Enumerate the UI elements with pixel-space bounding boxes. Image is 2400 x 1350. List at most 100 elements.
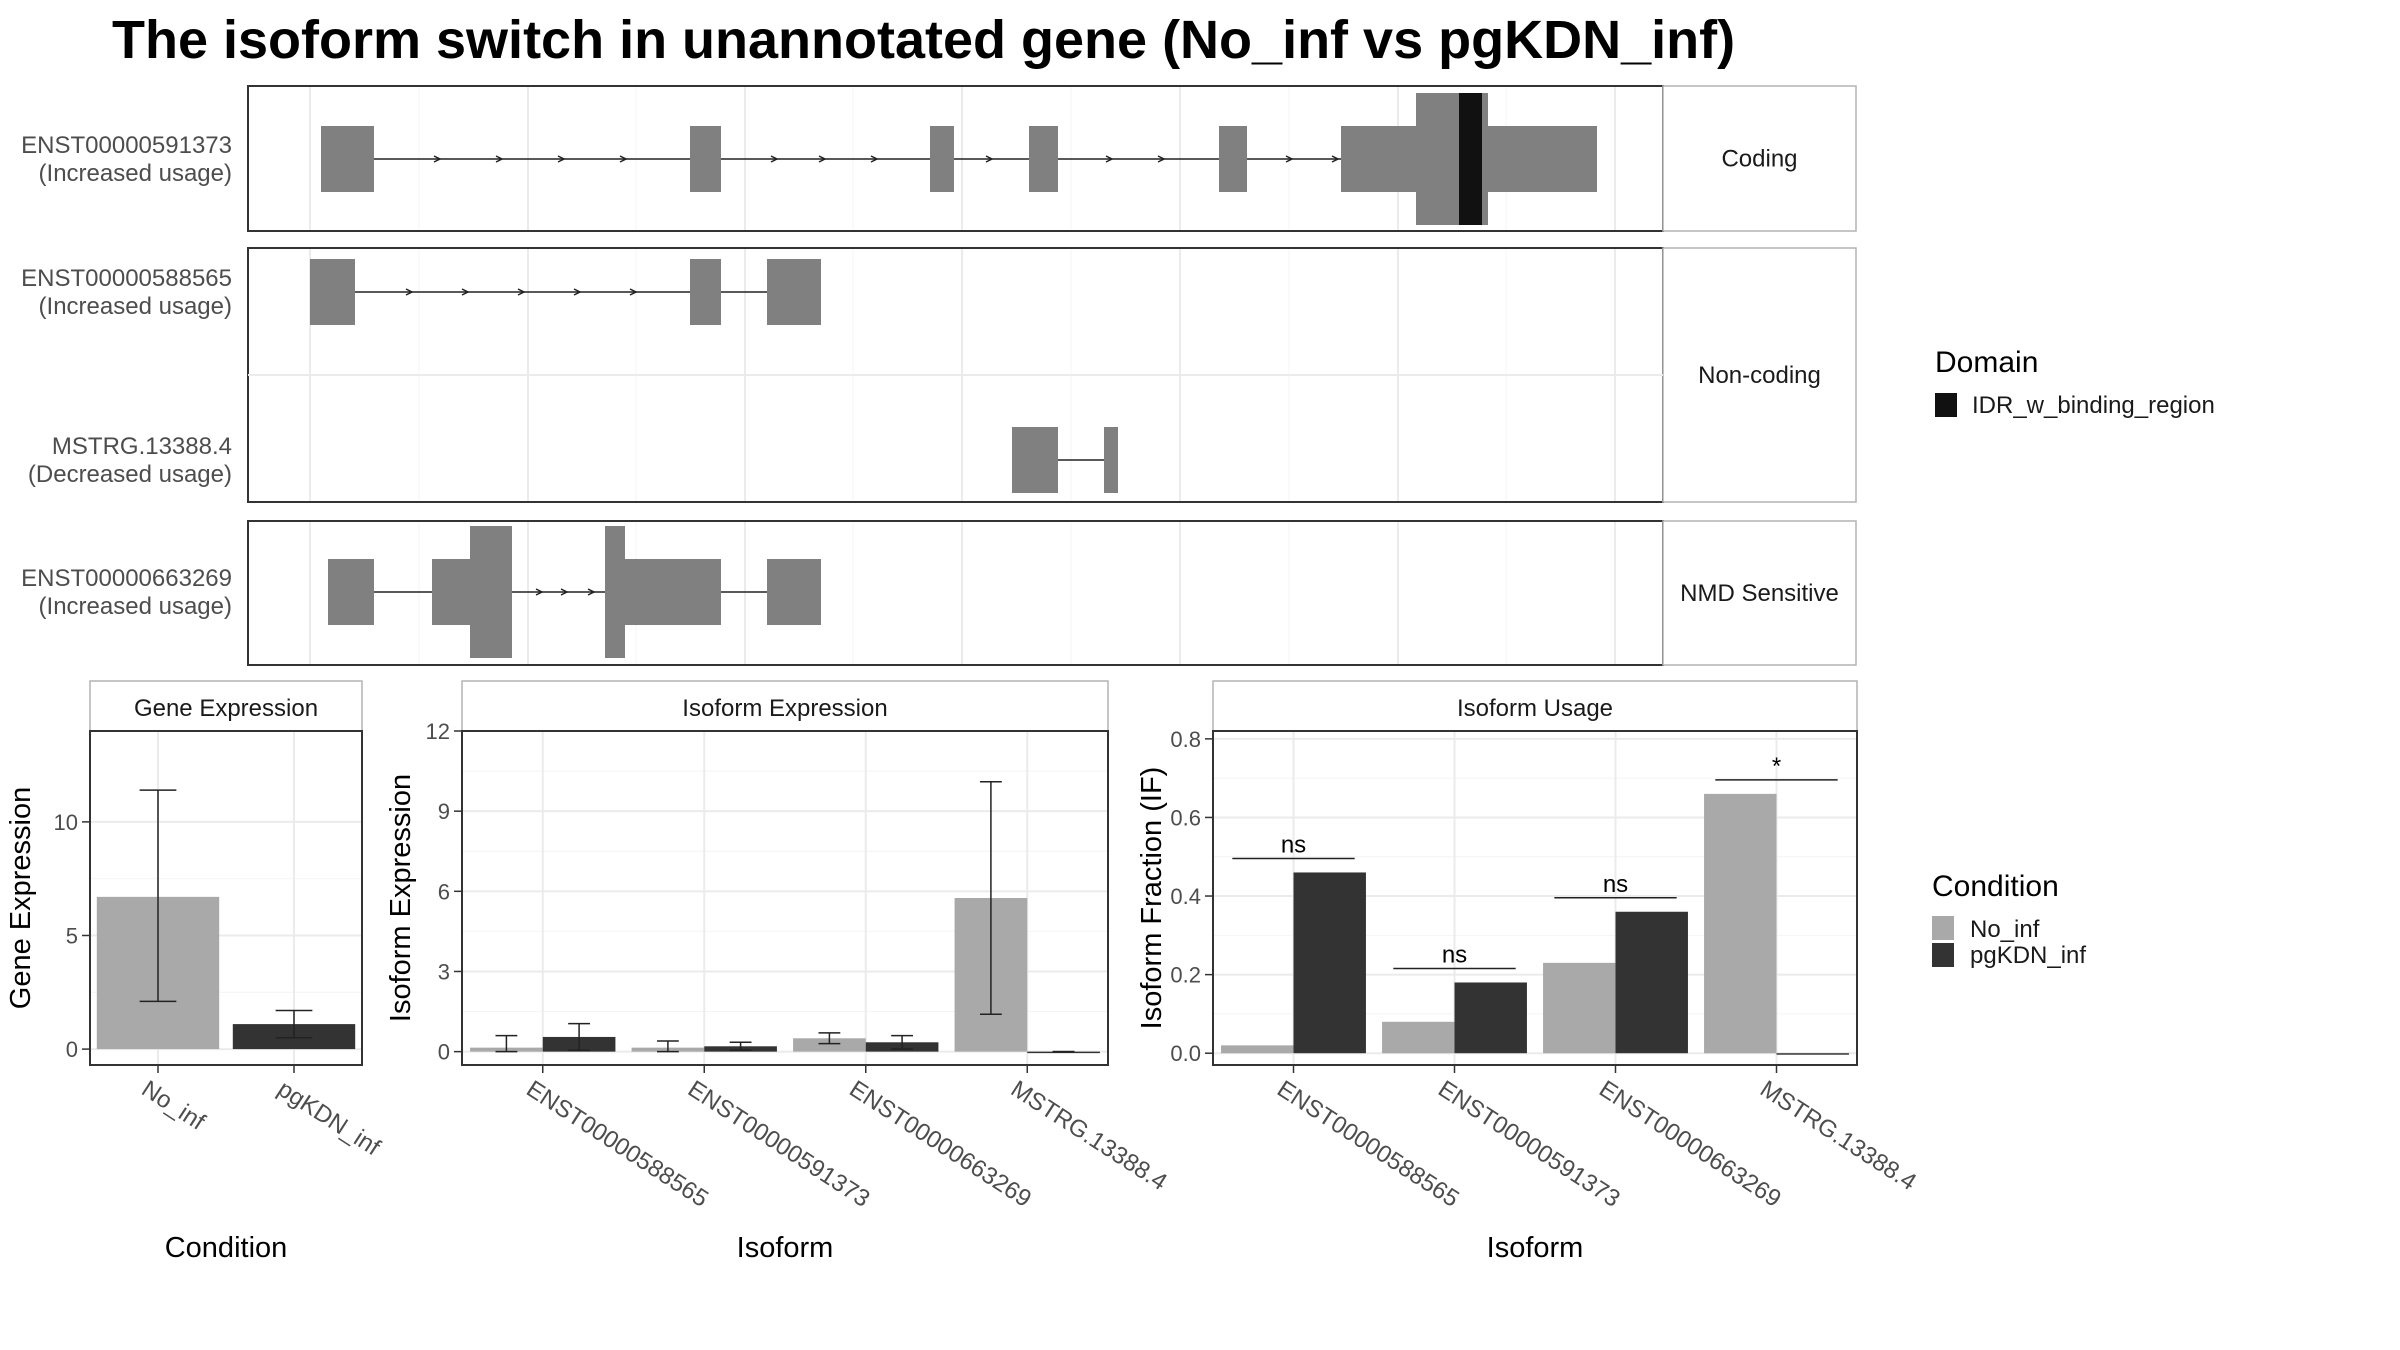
transcript-label: ENST00000588565(Increased usage) — [21, 265, 232, 320]
panel-strip-title: Gene Expression — [134, 695, 318, 722]
transcript-id: ENST00000591373 — [21, 132, 232, 159]
domain-legend-title: Domain — [1935, 346, 2038, 379]
strand-arrow — [461, 288, 470, 296]
y-tick-label: 0 — [438, 1040, 450, 1065]
x-tick-label: No_inf — [137, 1075, 210, 1136]
exon-block — [1012, 427, 1058, 493]
y-axis-title: Gene Expression — [5, 787, 37, 1009]
strand-arrow — [405, 288, 414, 296]
strand-arrow — [495, 155, 504, 163]
strand-arrow — [1331, 155, 1340, 163]
bar-No_inf-ENST00000663269 — [1543, 962, 1616, 1054]
condition-legend-key-No_inf — [1932, 916, 1954, 940]
facet-strip-label: NMD Sensitive — [1680, 580, 1839, 607]
bar-pgKDN_inf-ENST00000663269 — [1615, 911, 1688, 1054]
panel-strip — [461, 680, 1109, 732]
exon-block — [1029, 126, 1058, 192]
x-axis-title: Condition — [165, 1232, 288, 1264]
exon-block — [605, 526, 625, 658]
panel-strip-title: Isoform Expression — [682, 695, 887, 722]
exon-block — [1219, 126, 1247, 192]
transcript-track-ENST00000663269 — [328, 526, 821, 658]
bar-No_inf-MSTRG.13388.4 — [1704, 793, 1777, 1054]
bar-pgKDN_inf-ENST00000588565 — [1293, 872, 1366, 1054]
error-bar — [568, 1022, 590, 1052]
y-tick-label: 0.6 — [1170, 805, 1201, 830]
transcript-track-ENST00000588565 — [310, 259, 821, 325]
strand-arrow — [587, 588, 596, 596]
y-tick-label: 0 — [66, 1037, 78, 1062]
transcript-track-ENST00000591373 — [321, 93, 1597, 225]
condition-legend-label: No_inf — [1970, 916, 2040, 943]
y-tick-label: 5 — [66, 923, 78, 948]
facet-strip — [1662, 85, 1857, 232]
significance-label: * — [1772, 753, 1781, 780]
transcript-status: (Decreased usage) — [28, 461, 232, 488]
exon-block — [1104, 427, 1118, 493]
strand-arrow — [818, 155, 827, 163]
bar-No_inf-ENST00000591373 — [1382, 1021, 1455, 1054]
x-tick-label: MSTRG.13388.4 — [1755, 1075, 1921, 1196]
y-tick-label: 12 — [426, 719, 450, 744]
legends: Domain IDR_w_binding_region Condition No_in… — [1932, 346, 2215, 969]
figure-title: The isoform switch in unannotated gene (… — [112, 10, 1735, 70]
panel-border — [1212, 730, 1858, 1066]
transcript-id: ENST00000588565 — [21, 265, 232, 292]
x-tick-label: pgKDN_inf — [273, 1075, 385, 1161]
y-axis-title: Isoform Expression — [385, 774, 417, 1022]
strand-arrow — [560, 588, 569, 596]
transcript-status: (Increased usage) — [39, 160, 232, 187]
transcript-label: MSTRG.13388.4(Decreased usage) — [28, 433, 232, 488]
strand-arrow — [985, 155, 994, 163]
strand-arrow — [870, 155, 879, 163]
expression-bar-charts: Gene Expression 0 5 10 No_inf pgKDN_inf Gene E… — [5, 680, 1921, 1264]
bar-No_inf-ENST00000588565 — [1221, 1045, 1294, 1054]
error-bar — [495, 1034, 518, 1053]
exon-block — [310, 259, 355, 325]
error-bar — [891, 1034, 913, 1050]
exon-block — [321, 126, 374, 192]
transcript-id: ENST00000663269 — [21, 565, 232, 592]
x-axis-title: Isoform — [737, 1232, 834, 1264]
significance-label: ns — [1281, 831, 1306, 858]
panel-strip-title: Isoform Usage — [1457, 695, 1613, 722]
exon-block — [930, 126, 954, 192]
exon-block — [690, 126, 721, 192]
domain-legend-key — [1935, 393, 1957, 417]
strand-arrow — [619, 155, 628, 163]
bar-pgKDN_inf-ENST00000591373 — [1454, 982, 1527, 1054]
transcript-structure-plot: Coding Non-coding NMD Sensitive ENST0000059… — [21, 85, 1857, 666]
significance-label: ns — [1603, 871, 1628, 898]
strand-arrow — [1285, 155, 1294, 163]
strand-arrow — [517, 288, 526, 296]
facet-strip-label: Non-coding — [1698, 362, 1821, 389]
facet-strip — [1662, 247, 1857, 503]
bar-No_inf-ENST00000663269 — [793, 1038, 866, 1052]
y-tick-label: 9 — [438, 799, 450, 824]
transcript-id: MSTRG.13388.4 — [52, 433, 232, 460]
exon-block — [470, 526, 512, 658]
condition-legend-title: Condition — [1932, 870, 2059, 903]
y-tick-label: 0.8 — [1170, 727, 1201, 752]
y-axis-title: Isoform Fraction (IF) — [1136, 767, 1168, 1030]
x-axis-title: Isoform — [1487, 1232, 1584, 1264]
y-tick-label: 0.4 — [1170, 884, 1201, 909]
strand-arrow — [770, 155, 779, 163]
transcript-status: (Increased usage) — [39, 593, 232, 620]
domain-legend: Domain IDR_w_binding_region — [1935, 346, 2215, 419]
strand-arrow — [1157, 155, 1166, 163]
error-bar — [729, 1041, 752, 1052]
panel-border — [461, 730, 1109, 1066]
y-tick-label: 6 — [438, 879, 450, 904]
error-bar — [657, 1040, 679, 1053]
y-tick-label: 0.0 — [1170, 1041, 1201, 1066]
transcript-track-MSTRG.13388.4 — [1012, 427, 1118, 493]
exon-block — [328, 559, 374, 625]
error-bar — [980, 781, 1002, 1015]
domain-legend-label: IDR_w_binding_region — [1972, 392, 2215, 419]
exon-block — [767, 259, 821, 325]
x-tick-label: MSTRG.13388.4 — [1006, 1075, 1172, 1196]
bar-panel-1: Isoform Expression036912ENST00000588565E… — [385, 680, 1172, 1264]
exon-block — [767, 559, 821, 625]
